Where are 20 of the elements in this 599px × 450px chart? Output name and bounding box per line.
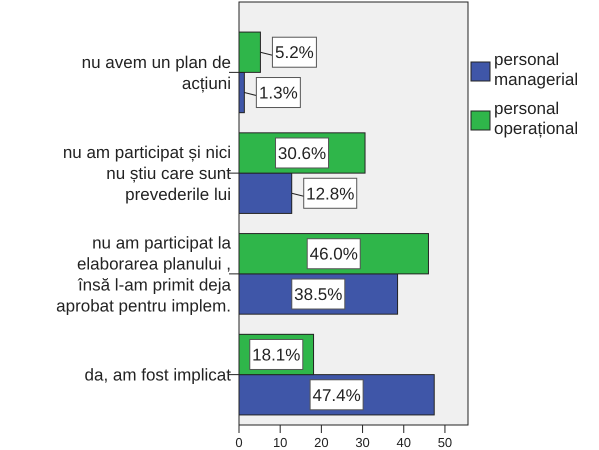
x-tick-label: 20 bbox=[314, 435, 329, 450]
y-tick-label: nu am participat la elaborarea planului , însă l-am primit deja aprobat pentru implem. bbox=[56, 233, 232, 316]
data-label: 1.3% bbox=[258, 84, 298, 103]
y-tick-label: da, am fost implicat bbox=[84, 366, 232, 385]
x-tick-label: 50 bbox=[438, 435, 452, 450]
y-tick-label: nu avem un plan de acțiuni bbox=[82, 52, 231, 93]
data-label: 47.4% bbox=[312, 386, 361, 405]
x-tick-label: 30 bbox=[355, 435, 370, 450]
x-tick-label: 0 bbox=[235, 435, 243, 450]
data-label: 38.5% bbox=[294, 285, 342, 304]
data-label: 30.6% bbox=[278, 144, 326, 163]
data-label: 12.8% bbox=[306, 184, 354, 204]
x-tick-label: 40 bbox=[396, 435, 411, 450]
data-label: 46.0% bbox=[310, 244, 358, 264]
data-label: 5.2% bbox=[275, 43, 314, 62]
legend-label: personal operațional bbox=[494, 99, 578, 138]
x-tick-label: 10 bbox=[272, 435, 288, 450]
legend-label: personal managerial bbox=[494, 50, 578, 89]
data-label: 18.1% bbox=[252, 345, 300, 364]
y-tick-label: nu am participat și nici nu știu care sunt prevederile lui bbox=[62, 143, 232, 204]
